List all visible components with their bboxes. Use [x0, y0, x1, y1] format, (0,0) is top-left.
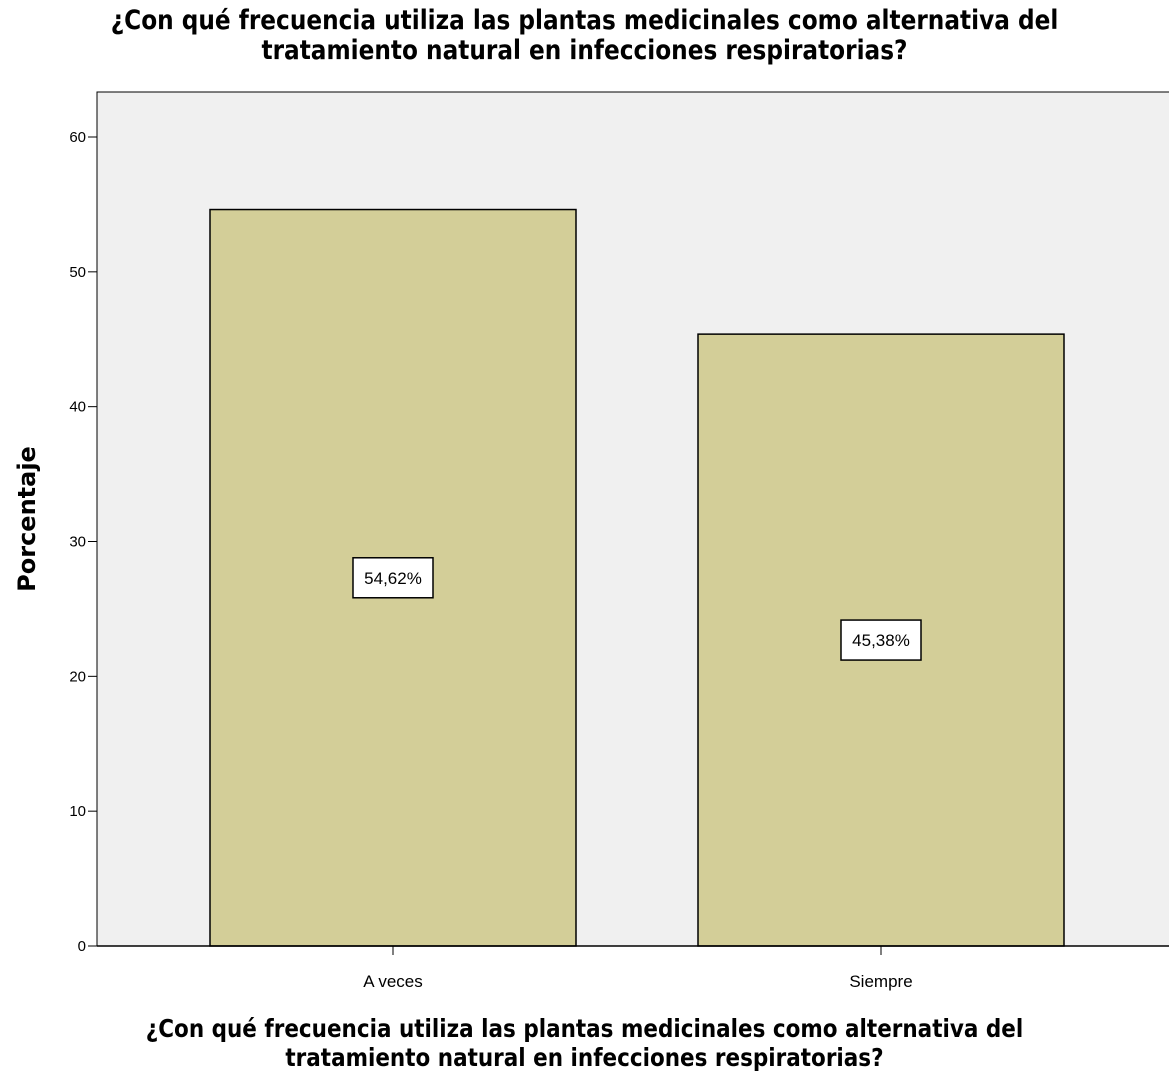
y-tick-label: 0: [78, 938, 86, 955]
bars: 54,62% 45,38%: [209, 208, 1065, 947]
x-axis: A veces Siempre: [363, 946, 913, 991]
y-tick-label: 30: [69, 534, 86, 551]
data-label-box: [840, 619, 922, 661]
x-tick-label: Siempre: [849, 972, 912, 991]
y-tick-label: 60: [69, 129, 86, 146]
chart-title: ¿Con qué frecuencia utiliza las plantas …: [82, 6, 1087, 66]
data-label-box: [352, 557, 434, 599]
y-tick-label: 40: [69, 399, 86, 416]
x-axis-title-line-1: ¿Con qué frecuencia utiliza las plantas …: [145, 1014, 1024, 1043]
y-tick-label: 20: [69, 668, 86, 685]
chart-title-line-1: ¿Con qué frecuencia utiliza las plantas …: [110, 5, 1059, 36]
chart-title-line-2: tratamiento natural en infecciones respi…: [261, 35, 908, 66]
data-label: 54,62%: [364, 569, 422, 588]
y-axis: 0 10 20 30 40 50 60: [69, 129, 97, 955]
data-label: 45,38%: [852, 631, 910, 650]
y-tick-label: 10: [69, 803, 86, 820]
x-axis-title: ¿Con qué frecuencia utiliza las plantas …: [82, 1014, 1087, 1072]
x-tick-label: A veces: [363, 972, 423, 991]
y-tick-label: 50: [69, 264, 86, 281]
x-axis-title-line-2: tratamiento natural en infecciones respi…: [285, 1043, 884, 1072]
